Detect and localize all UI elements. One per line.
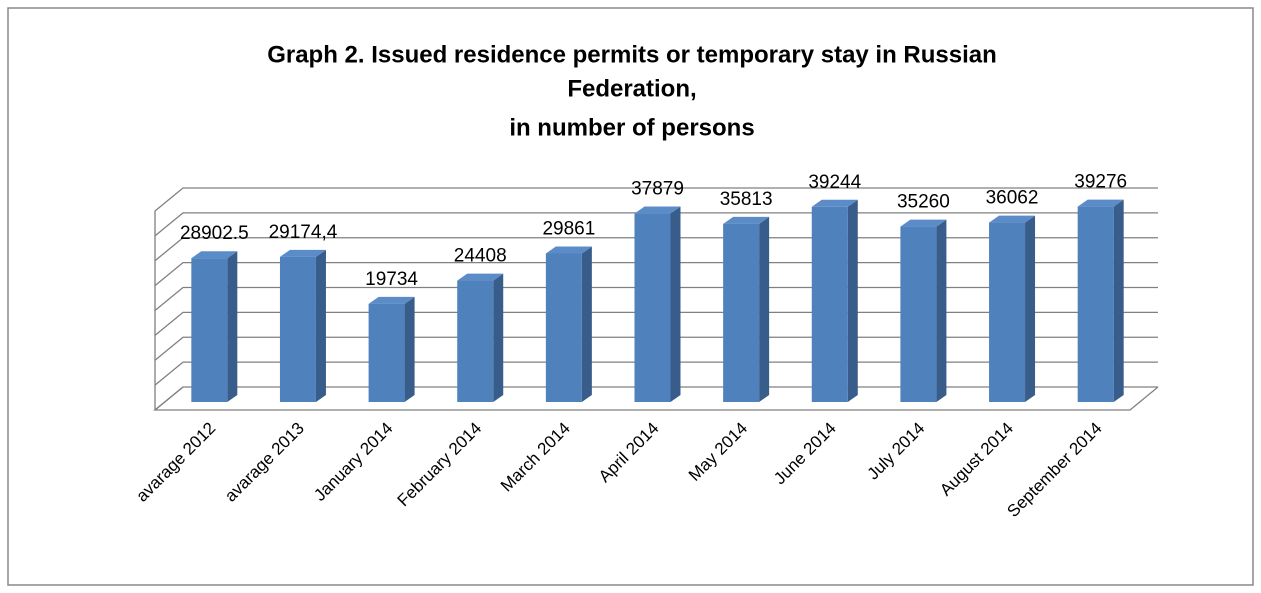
bar bbox=[1077, 206, 1114, 402]
bar-top bbox=[634, 206, 681, 214]
bar-top bbox=[457, 273, 504, 281]
data-label: 36062 bbox=[986, 188, 1039, 209]
data-label: 39276 bbox=[1074, 172, 1127, 193]
bar bbox=[723, 223, 760, 402]
bar-side bbox=[847, 199, 858, 402]
bar-side bbox=[581, 246, 592, 402]
bar-side bbox=[493, 273, 504, 402]
bar bbox=[279, 256, 316, 402]
bar bbox=[989, 222, 1026, 402]
data-label: 29174,4 bbox=[269, 222, 338, 243]
bar bbox=[457, 280, 494, 402]
data-label: 24408 bbox=[454, 246, 507, 267]
bar-top bbox=[811, 199, 858, 207]
data-label: 39244 bbox=[808, 172, 861, 193]
data-label: 19734 bbox=[365, 269, 418, 290]
bar-side bbox=[227, 251, 238, 402]
bar-side bbox=[759, 216, 770, 402]
chart-title: in number of persons bbox=[509, 114, 754, 141]
bar-side bbox=[1113, 199, 1124, 402]
bar-top bbox=[545, 246, 592, 254]
bar-side bbox=[1025, 215, 1036, 402]
bar-top bbox=[1077, 199, 1124, 207]
bar-top bbox=[368, 296, 415, 304]
bar-side bbox=[315, 249, 326, 402]
bar-top bbox=[989, 215, 1036, 223]
bar-side bbox=[670, 206, 681, 402]
bar bbox=[545, 253, 582, 402]
chart-title: Federation, bbox=[567, 75, 696, 102]
bar-top bbox=[279, 249, 326, 257]
chart-title: Graph 2. Issued residence permits or tem… bbox=[267, 41, 997, 68]
bar bbox=[191, 258, 228, 402]
data-label: 28902.5 bbox=[180, 223, 249, 244]
floor-edge bbox=[153, 386, 1159, 411]
bar-top bbox=[900, 219, 947, 227]
bar bbox=[634, 213, 671, 402]
data-label: 37879 bbox=[631, 179, 684, 200]
grid-line bbox=[154, 187, 1158, 212]
data-label: 35813 bbox=[720, 189, 773, 210]
data-label: 29861 bbox=[542, 218, 595, 239]
bar-side bbox=[936, 219, 947, 402]
bar-side bbox=[404, 296, 415, 402]
bar bbox=[811, 206, 848, 402]
bar bbox=[900, 226, 937, 402]
bar-top bbox=[191, 251, 238, 259]
data-label: 35260 bbox=[897, 192, 950, 213]
bar bbox=[368, 303, 405, 402]
bar-top bbox=[723, 216, 770, 224]
